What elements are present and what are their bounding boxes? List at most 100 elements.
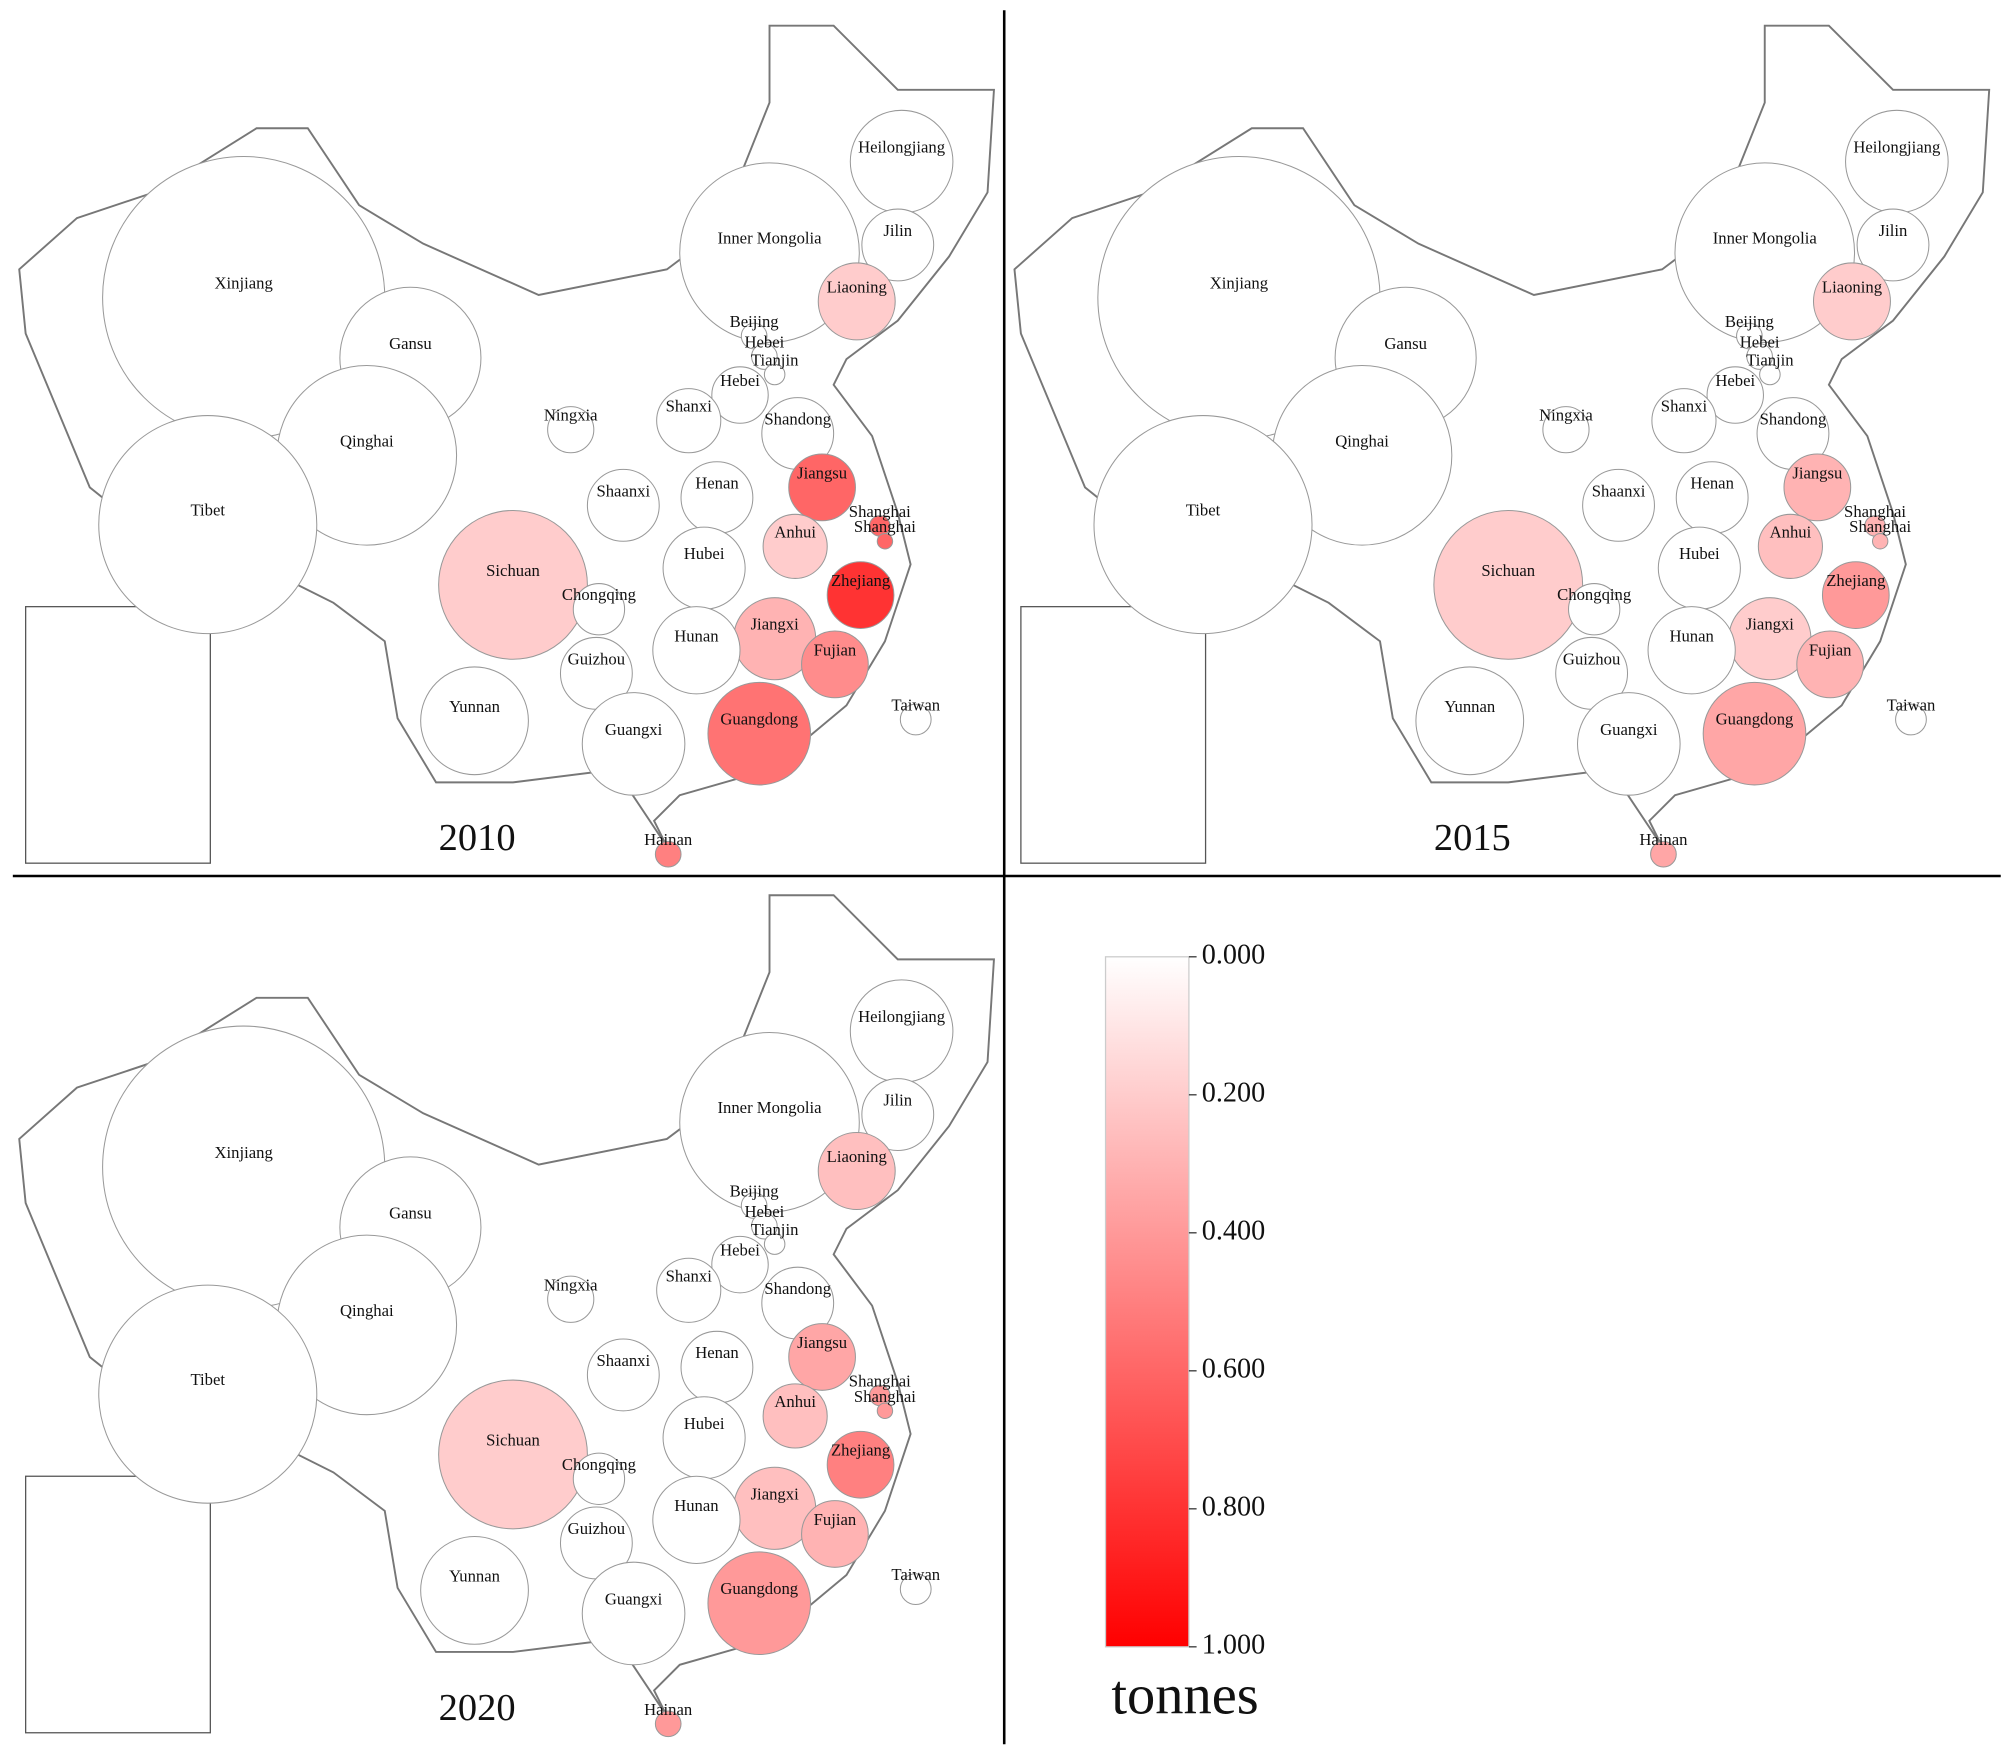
province-region xyxy=(680,1330,754,1404)
province-label: Hebei xyxy=(1740,333,1780,352)
province-label: Yunnan xyxy=(449,1566,501,1585)
inset-box xyxy=(1020,606,1207,864)
province-label: Shaanxi xyxy=(1592,481,1646,500)
province-label: Sichuan xyxy=(1481,561,1535,580)
province-label: Hubei xyxy=(684,1414,725,1433)
province-label: Jiangxi xyxy=(1746,615,1794,634)
province-label: Guangxi xyxy=(1600,720,1658,739)
province-label: Shandong xyxy=(764,410,831,429)
province-region xyxy=(572,583,626,636)
province-region xyxy=(572,1452,626,1505)
province-label: Shanghai xyxy=(1844,502,1906,521)
map-panel: Heilongjiang Inner Mongolia Jilin Liaoning X… xyxy=(1013,24,1991,868)
province-label: Tibet xyxy=(190,501,225,520)
province-label: Shanghai xyxy=(854,1387,916,1406)
province-label: Shanxi xyxy=(666,1266,713,1285)
province-label: Anhui xyxy=(1770,522,1812,541)
province-region xyxy=(1757,513,1823,579)
province-label: Heilongjiang xyxy=(1853,138,1941,157)
province-region xyxy=(751,1212,778,1240)
province-label: Henan xyxy=(695,474,739,493)
province-region xyxy=(1895,703,1927,736)
province-label: Shanghai xyxy=(849,502,911,521)
province-region xyxy=(438,1379,588,1530)
province-label: Hebei xyxy=(720,1241,760,1260)
province-region xyxy=(652,1475,741,1564)
province-label: Shanxi xyxy=(666,397,713,416)
province-region xyxy=(1093,415,1313,635)
province-label: Hainan xyxy=(1639,830,1688,849)
province-label: Zhejiang xyxy=(831,571,891,590)
province-region xyxy=(707,681,812,786)
province-label: Tibet xyxy=(190,1370,225,1389)
province-region xyxy=(876,1402,894,1420)
province-label: Heilongjiang xyxy=(858,138,946,157)
province-region xyxy=(1845,109,1949,214)
province-region xyxy=(899,703,932,736)
province-region xyxy=(1650,840,1677,868)
province-region xyxy=(711,366,769,424)
province-region xyxy=(654,1710,682,1738)
province-label: Taiwan xyxy=(891,1565,940,1584)
colorbar-tick-label: 0.000 xyxy=(1202,939,1265,970)
province-region xyxy=(1647,606,1736,695)
province-region xyxy=(1746,343,1773,370)
province-region xyxy=(861,208,935,282)
province-label: Beijing xyxy=(730,1182,780,1201)
province-label: Qinghai xyxy=(340,1301,394,1320)
province-region xyxy=(801,1500,869,1568)
province-region xyxy=(1856,208,1930,282)
province-region xyxy=(680,461,754,535)
province-region xyxy=(763,363,786,386)
province-label: Xinjiang xyxy=(215,1143,274,1162)
province-region xyxy=(1657,526,1741,610)
province-label: Beijing xyxy=(1725,312,1775,331)
province-label: Hebei xyxy=(744,1202,784,1221)
province-label: Jilin xyxy=(1879,221,1908,240)
province-label: Xinjiang xyxy=(1210,274,1269,293)
province-region xyxy=(1675,461,1749,535)
province-label: Qinghai xyxy=(1335,431,1389,450)
province-label: Henan xyxy=(695,1343,739,1362)
province-label: Gansu xyxy=(1384,334,1427,353)
colorbar-unit: tonnes xyxy=(1111,1665,1258,1727)
province-label: Shanghai xyxy=(849,1371,911,1390)
province-region xyxy=(801,630,869,699)
province-region xyxy=(817,262,896,341)
province-region xyxy=(762,513,828,579)
province-label: Inner Mongolia xyxy=(717,229,822,248)
province-region xyxy=(1702,681,1807,786)
province-region xyxy=(581,1561,686,1666)
province-label: Fujian xyxy=(1809,640,1852,659)
province-label: Jiangsu xyxy=(797,463,848,482)
year-label: 2010 xyxy=(439,817,516,859)
province-label: Anhui xyxy=(774,522,816,541)
province-label: Hunan xyxy=(674,1496,719,1515)
province-region xyxy=(547,1275,595,1323)
province-region xyxy=(420,666,529,776)
province-label: Guizhou xyxy=(568,649,626,668)
province-region xyxy=(656,1257,722,1323)
province-region xyxy=(788,1323,856,1391)
province-label: Jiangsu xyxy=(1792,463,1843,482)
province-region xyxy=(586,468,660,542)
province-region xyxy=(1415,666,1525,776)
province-label: Guangxi xyxy=(605,1589,663,1608)
province-label: Jiangsu xyxy=(797,1333,848,1352)
province-label: Anhui xyxy=(774,1392,816,1411)
colorbar-tick-label: 0.400 xyxy=(1202,1215,1265,1246)
province-region xyxy=(679,162,860,343)
province-label: Hebei xyxy=(1715,371,1755,390)
province-region xyxy=(817,1132,896,1210)
province-label: Henan xyxy=(1690,474,1734,493)
province-label: Hainan xyxy=(644,830,693,849)
province-region xyxy=(420,1536,529,1645)
province-region xyxy=(826,561,895,629)
province-region xyxy=(876,533,894,550)
province-region xyxy=(1706,366,1764,424)
province-label: Shanghai xyxy=(1849,517,1911,536)
colorbar-tick-label: 0.800 xyxy=(1202,1491,1265,1522)
province-label: Hunan xyxy=(674,626,719,645)
